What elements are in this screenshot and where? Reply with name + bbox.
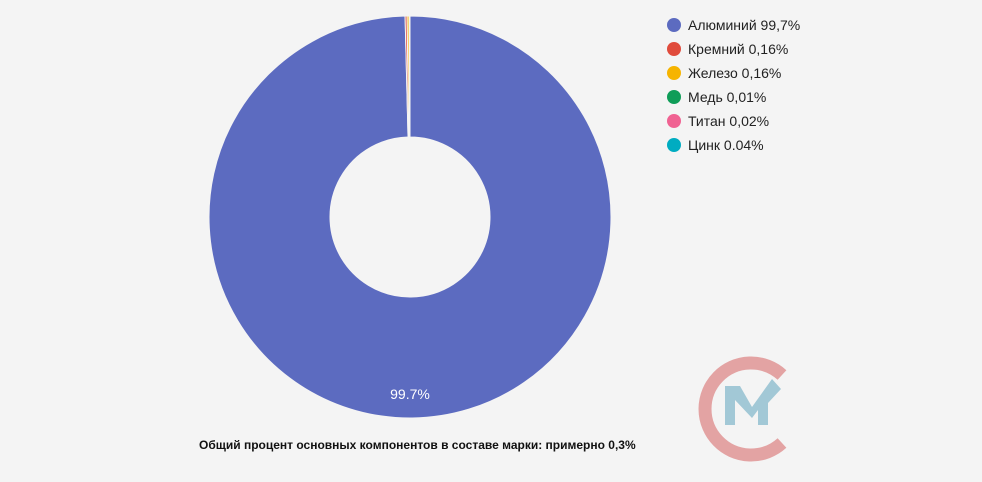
legend-label: Титан 0,02%: [688, 113, 770, 129]
legend-dot-icon: [667, 66, 681, 80]
legend-item[interactable]: Цинк 0.04%: [667, 133, 800, 157]
logo-m: [725, 379, 781, 425]
legend-item[interactable]: Кремний 0,16%: [667, 37, 800, 61]
logo-c: [698, 356, 787, 462]
legend-item[interactable]: Медь 0,01%: [667, 85, 800, 109]
legend-item[interactable]: Железо 0,16%: [667, 61, 800, 85]
caption: Общий процент основных компонентов в сос…: [199, 438, 636, 452]
legend-label: Кремний 0,16%: [688, 41, 789, 57]
slice-5: [408, 15, 411, 138]
legend-item[interactable]: Титан 0,02%: [667, 109, 800, 133]
legend-label: Алюминий 99,7%: [688, 17, 801, 33]
logo: [698, 356, 787, 462]
legend-dot-icon: [667, 18, 681, 32]
legend-label: Цинк 0.04%: [688, 137, 764, 153]
slice-0: [208, 15, 612, 419]
legend-label: Медь 0,01%: [688, 89, 767, 105]
legend-dot-icon: [667, 114, 681, 128]
legend-label: Железо 0,16%: [688, 65, 782, 81]
legend-dot-icon: [667, 90, 681, 104]
donut-chart: 99.7%: [208, 15, 612, 419]
legend-dot-icon: [667, 42, 681, 56]
legend-dot-icon: [667, 138, 681, 152]
data-label: 99.7%: [390, 386, 430, 402]
legend-item[interactable]: Алюминий 99,7%: [667, 13, 800, 37]
legend: Алюминий 99,7% Кремний 0,16% Железо 0,16% М…: [667, 13, 800, 157]
